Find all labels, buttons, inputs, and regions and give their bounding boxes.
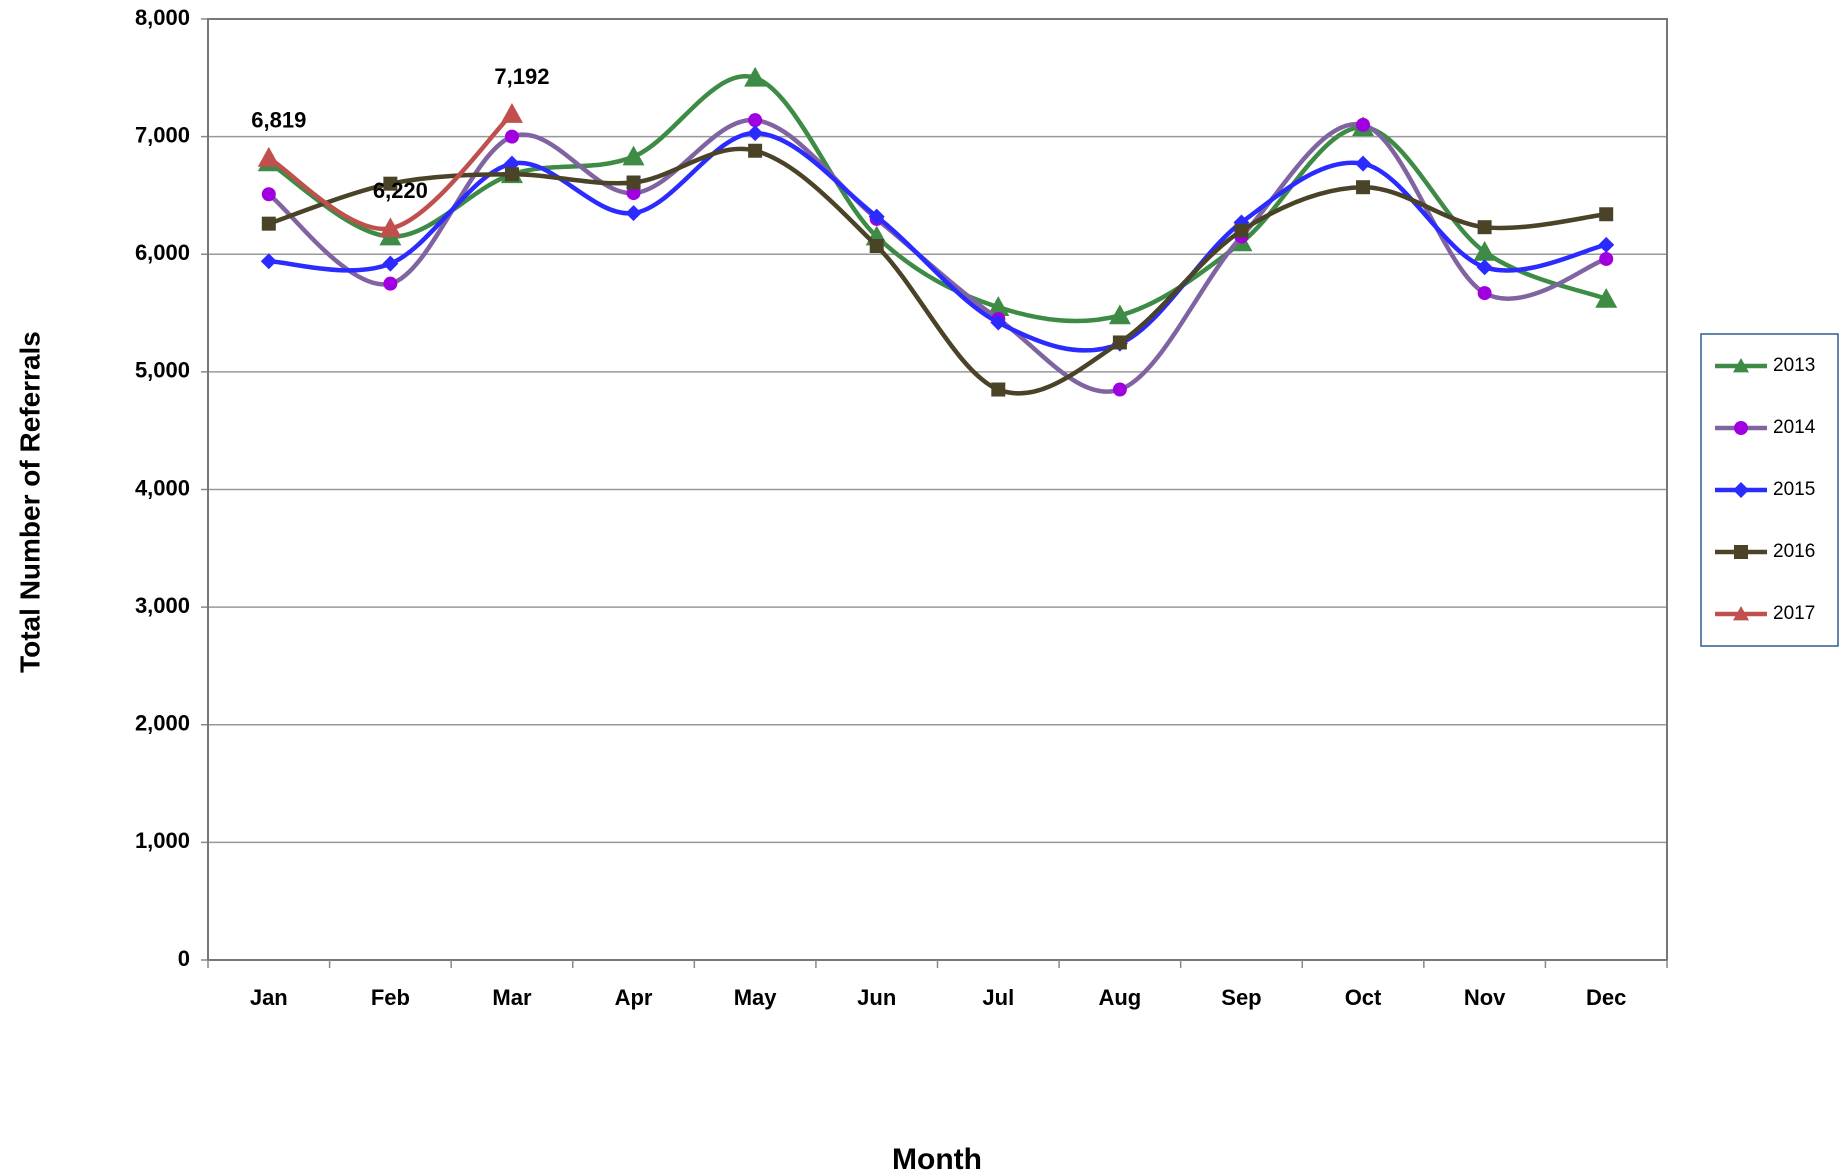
legend xyxy=(1733,606,1749,621)
y-axis-title: Total Number of Referrals xyxy=(14,331,45,673)
y-tick-label: 8,000 xyxy=(135,5,190,30)
marker xyxy=(1112,335,1127,350)
legend xyxy=(1734,421,1748,435)
marker xyxy=(626,175,641,190)
marker xyxy=(622,145,645,166)
marker xyxy=(1356,180,1371,195)
x-axis-title: Month xyxy=(892,1143,982,1174)
y-tick-label: 7,000 xyxy=(135,122,190,147)
x-tick-label: Sep xyxy=(1221,985,1261,1010)
marker xyxy=(748,143,763,158)
y-tick-label: 5,000 xyxy=(135,358,190,383)
marker xyxy=(1476,259,1493,276)
x-tick-label: Jul xyxy=(982,985,1014,1010)
legend-label: 2016 xyxy=(1773,541,1815,562)
marker xyxy=(748,113,763,128)
marker xyxy=(1599,207,1614,222)
marker xyxy=(1595,287,1618,308)
marker xyxy=(382,255,399,272)
marker xyxy=(744,66,767,87)
marker xyxy=(747,125,764,142)
legend xyxy=(1734,545,1748,559)
x-tick-label: May xyxy=(734,985,778,1010)
marker xyxy=(869,239,884,254)
legend-label: 2013 xyxy=(1773,355,1815,376)
x-tick-label: Oct xyxy=(1345,985,1382,1010)
y-tick-label: 6,000 xyxy=(135,240,190,265)
marker xyxy=(500,103,523,123)
marker xyxy=(504,167,519,182)
series-line xyxy=(268,130,1607,353)
legend-label: 2015 xyxy=(1773,479,1815,500)
marker xyxy=(1108,304,1131,325)
marker xyxy=(868,208,885,225)
series-line xyxy=(267,117,1607,394)
marker xyxy=(383,276,398,291)
data-label: 6,220 xyxy=(373,178,428,203)
marker xyxy=(625,205,642,222)
marker xyxy=(1473,240,1496,261)
legend xyxy=(1733,482,1749,498)
data-label: 7,192 xyxy=(494,64,549,89)
y-tick-label: 2,000 xyxy=(135,711,190,736)
x-tick-label: Feb xyxy=(371,985,410,1010)
marker xyxy=(1477,286,1492,301)
legend-label: 2017 xyxy=(1773,603,1815,624)
x-tick-label: Nov xyxy=(1464,985,1506,1010)
data-label: 6,819 xyxy=(251,108,306,133)
marker xyxy=(1598,236,1615,253)
y-tick-label: 4,000 xyxy=(135,475,190,500)
y-tick-label: 3,000 xyxy=(135,593,190,618)
y-tick-label: 0 xyxy=(178,946,190,971)
marker xyxy=(990,314,1007,331)
y-tick-label: 1,000 xyxy=(135,828,190,853)
marker xyxy=(1599,251,1614,266)
marker xyxy=(1356,117,1371,132)
x-tick-label: Mar xyxy=(492,985,532,1010)
legend-box xyxy=(1700,333,1839,647)
x-tick-label: Jan xyxy=(250,985,288,1010)
marker xyxy=(987,296,1010,316)
legend xyxy=(1733,358,1749,373)
marker xyxy=(261,216,276,231)
marker xyxy=(261,187,276,202)
marker xyxy=(379,217,402,238)
marker xyxy=(1355,155,1372,172)
marker xyxy=(1477,220,1492,235)
marker xyxy=(504,129,519,144)
x-tick-label: Aug xyxy=(1098,985,1141,1010)
x-tick-label: Apr xyxy=(615,985,653,1010)
x-tick-label: Jun xyxy=(857,985,896,1010)
marker xyxy=(1112,382,1127,397)
marker xyxy=(260,253,277,270)
marker xyxy=(1234,223,1249,238)
marker xyxy=(257,146,280,167)
marker xyxy=(626,186,641,201)
x-tick-label: Dec xyxy=(1586,985,1626,1010)
marker xyxy=(383,176,398,191)
marker xyxy=(991,382,1006,397)
legend-label: 2014 xyxy=(1773,417,1816,438)
